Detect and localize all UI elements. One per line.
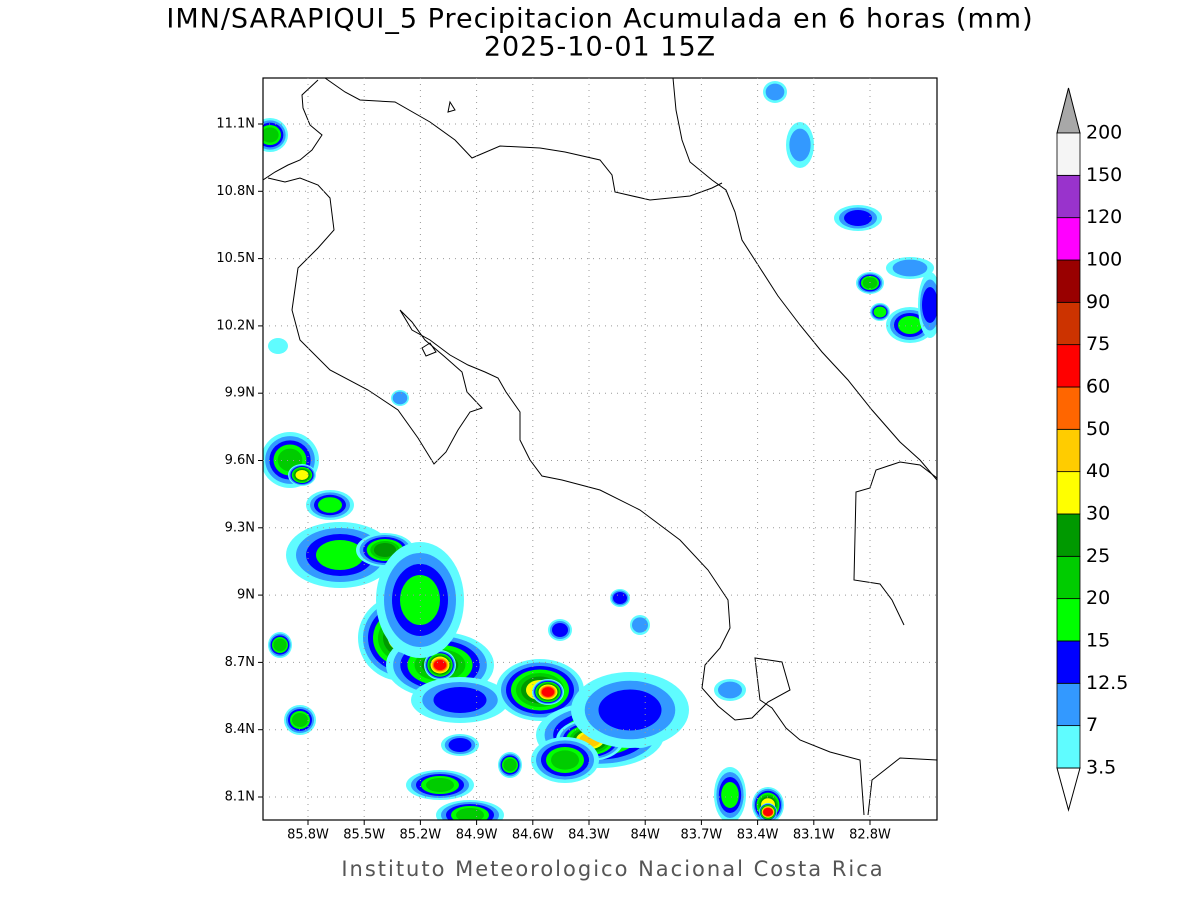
lat-label: 8.4N xyxy=(225,722,255,737)
lat-label: 8.1N xyxy=(225,790,255,805)
lat-label: 10.2N xyxy=(216,318,255,333)
lon-label: 84.9W xyxy=(456,828,498,843)
precip-area xyxy=(718,681,742,699)
footer: Instituto Meteorologico Nacional Costa R… xyxy=(341,857,884,881)
lat-label: 8.7N xyxy=(225,655,255,670)
colorbar-label: 200 xyxy=(1086,122,1122,144)
colorbar-band xyxy=(1056,132,1081,176)
precip-area xyxy=(892,259,928,277)
colorbar-band xyxy=(1056,598,1081,642)
precip-area xyxy=(316,540,364,570)
precip-area xyxy=(613,592,627,604)
colorbar-label: 120 xyxy=(1086,206,1122,228)
precip-area xyxy=(392,391,408,405)
precip-area xyxy=(263,127,279,143)
lat-label: 9.6N xyxy=(225,453,255,468)
lon-label: 84W xyxy=(630,828,660,843)
colorbar-band xyxy=(1056,555,1081,600)
precip-area xyxy=(789,128,811,162)
lat-label: 10.8N xyxy=(216,184,255,199)
lon-label: 84.3W xyxy=(568,828,610,843)
precip-area xyxy=(763,807,773,817)
colorbar-label: 25 xyxy=(1086,545,1110,567)
precip-area xyxy=(721,782,739,808)
colorbar-band xyxy=(1056,513,1081,557)
colorbar-label: 15 xyxy=(1086,629,1110,651)
lon-label: 83.4W xyxy=(737,828,779,843)
colorbar-label: 60 xyxy=(1086,375,1110,397)
precip-area xyxy=(373,543,397,557)
precip-area xyxy=(292,713,308,727)
lat-label: 11.1N xyxy=(216,117,255,132)
precip-area xyxy=(426,778,454,792)
precip-area xyxy=(503,758,517,772)
colorbar-label: 7 xyxy=(1086,714,1098,736)
lat-label: 9.3N xyxy=(225,520,255,535)
lon-label: 85.8W xyxy=(287,828,329,843)
precip-area xyxy=(844,210,872,226)
colorbar-band xyxy=(1056,344,1081,388)
lon-label: 85.2W xyxy=(399,828,441,843)
colorbar-band xyxy=(1056,174,1081,219)
lat-label: 9.9N xyxy=(225,386,255,401)
colorbar-band xyxy=(1056,640,1081,684)
colorbar-band xyxy=(1056,682,1081,727)
colorbar-label: 90 xyxy=(1086,291,1110,313)
colorbar-label: 150 xyxy=(1086,164,1122,186)
title: IMN/SARAPIQUI_5 Precipitacion Acumulada … xyxy=(166,4,1033,35)
precip-area xyxy=(433,659,447,671)
precip-area xyxy=(598,689,662,731)
precip-area xyxy=(456,808,484,820)
colorbar-label: 40 xyxy=(1086,460,1110,482)
lon-label: 83.1W xyxy=(793,828,835,843)
precip-area xyxy=(273,638,287,652)
precip-area xyxy=(765,83,785,101)
colorbar-band xyxy=(1056,301,1081,346)
precip-area xyxy=(268,338,288,354)
colorbar-under xyxy=(1056,767,1081,812)
colorbar-band xyxy=(1056,386,1081,430)
lat-label: 9N xyxy=(237,588,255,603)
lat-label: 10.5N xyxy=(216,251,255,266)
precip-area xyxy=(318,497,342,513)
lon-label: 85.5W xyxy=(343,828,385,843)
colorbar-band xyxy=(1056,259,1081,303)
subtitle: 2025-10-01 15Z xyxy=(484,32,716,63)
plot-frame xyxy=(262,77,938,821)
lon-label: 83.7W xyxy=(680,828,722,843)
colorbar-label: 20 xyxy=(1086,587,1110,609)
precip-area xyxy=(541,687,555,697)
precip-area xyxy=(295,470,309,480)
precip-area xyxy=(632,617,648,633)
precip-area xyxy=(433,687,487,713)
lon-label: 84.6W xyxy=(512,828,554,843)
colorbar-label: 30 xyxy=(1086,502,1110,524)
colorbar-label: 50 xyxy=(1086,418,1110,440)
colorbar-over xyxy=(1056,87,1081,134)
precip-area xyxy=(552,623,568,637)
precip-area xyxy=(448,738,472,752)
colorbar-band xyxy=(1056,428,1081,473)
colorbar-band xyxy=(1056,471,1081,515)
precipitation-field xyxy=(263,81,937,820)
precip-area xyxy=(922,287,937,323)
colorbar-label: 3.5 xyxy=(1086,756,1116,778)
colorbar-label: 12.5 xyxy=(1086,672,1128,694)
colorbar-label: 75 xyxy=(1086,333,1110,355)
coastlines xyxy=(263,78,937,816)
colorbar-label: 100 xyxy=(1086,248,1122,270)
lon-label: 82.8W xyxy=(849,828,891,843)
colorbar-band xyxy=(1056,725,1081,769)
precip-area xyxy=(898,316,922,334)
colorbar-band xyxy=(1056,217,1081,261)
precip-area xyxy=(551,750,579,770)
precip-area xyxy=(873,306,887,318)
